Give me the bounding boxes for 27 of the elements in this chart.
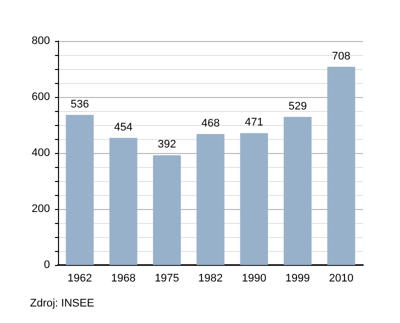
y-tick-label: 400 bbox=[32, 147, 50, 159]
data-label: 454 bbox=[114, 121, 133, 134]
data-label: 529 bbox=[288, 100, 307, 112]
text: Zdroj: INSEE bbox=[30, 298, 94, 310]
y-tick-label: 800 bbox=[32, 35, 50, 47]
bar bbox=[109, 138, 138, 265]
data-label: 536 bbox=[70, 98, 89, 110]
bar bbox=[327, 66, 356, 265]
y-tick-label: 0 bbox=[44, 259, 50, 271]
y-tick-label: 600 bbox=[32, 91, 50, 103]
bar bbox=[284, 116, 312, 265]
y-tick-label: 200 bbox=[32, 203, 50, 215]
bar bbox=[240, 133, 268, 265]
bar bbox=[152, 155, 181, 265]
x-tick-label: 1999 bbox=[285, 272, 310, 284]
data-label: 392 bbox=[158, 138, 176, 151]
x-tick-label: 1982 bbox=[198, 272, 223, 284]
data-label: 471 bbox=[244, 116, 264, 129]
bar bbox=[196, 134, 224, 265]
x-tick-label: 1962 bbox=[68, 272, 92, 284]
x-tick-label: 1975 bbox=[154, 272, 180, 284]
x-tick-label: 1990 bbox=[242, 272, 266, 284]
data-label: 468 bbox=[201, 117, 220, 130]
data-label: 708 bbox=[332, 50, 350, 62]
bar bbox=[66, 114, 94, 265]
x-tick-label: 1968 bbox=[111, 272, 136, 284]
x-tick-label: 2010 bbox=[328, 272, 354, 284]
